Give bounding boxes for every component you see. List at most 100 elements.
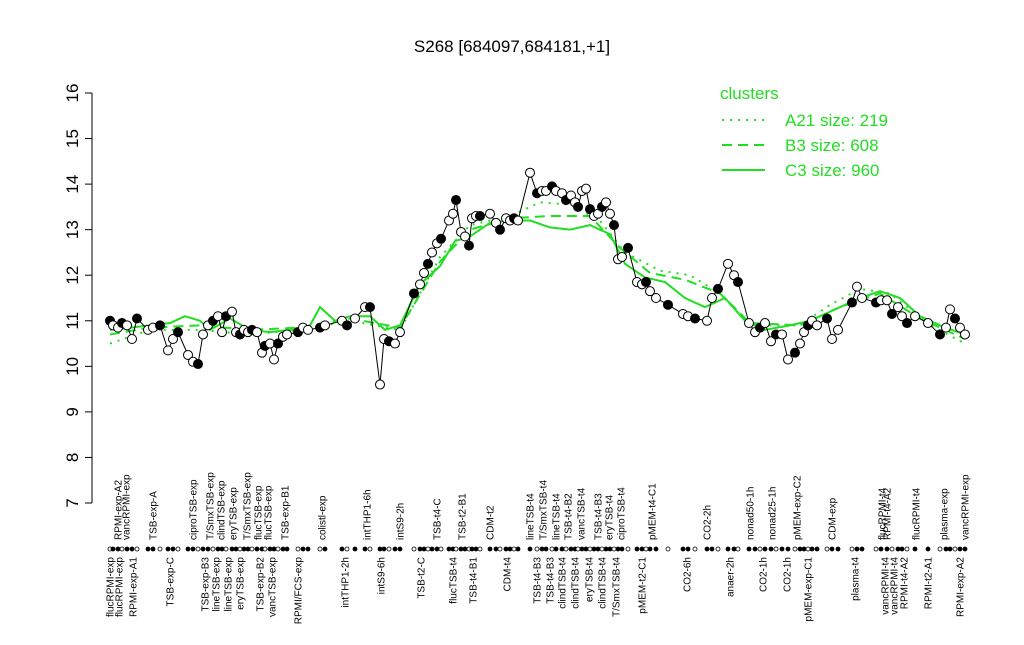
rug-dot bbox=[421, 546, 427, 552]
rug-dot bbox=[962, 546, 968, 552]
point bbox=[955, 322, 965, 333]
rug-dot bbox=[904, 546, 910, 552]
rug-dot bbox=[591, 546, 597, 552]
x-tick-label: vancRPMI-t4 bbox=[890, 557, 901, 615]
x-tick-label: TSB-t2-C bbox=[417, 557, 428, 599]
point bbox=[464, 240, 474, 251]
rug-dot bbox=[625, 546, 631, 552]
rug-dot bbox=[878, 546, 884, 552]
x-tick-label: eryTSB-t4 bbox=[605, 495, 616, 540]
point bbox=[451, 195, 461, 206]
rug-dot bbox=[386, 546, 392, 552]
rug-dot bbox=[493, 546, 499, 552]
rug-dot bbox=[305, 546, 311, 552]
point bbox=[350, 313, 360, 324]
rug-dot bbox=[599, 546, 605, 552]
x-tick-label: vancTSB-t4 bbox=[577, 487, 588, 540]
point bbox=[423, 258, 433, 269]
y-tick-label: 9 bbox=[63, 407, 82, 416]
rug-dot bbox=[634, 546, 640, 552]
rug-dot bbox=[746, 546, 752, 552]
point bbox=[777, 329, 787, 340]
x-tick-label: pMEM-exp-C1 bbox=[804, 557, 815, 622]
x-tick-label: clindTSB-t4 bbox=[558, 557, 569, 609]
rug-dot bbox=[295, 546, 301, 552]
x-tick-label: lineTSB-exp bbox=[212, 557, 223, 612]
x-tick-label: flucRPMI-t4 bbox=[912, 487, 923, 540]
point bbox=[132, 313, 142, 324]
rug-dot bbox=[381, 546, 387, 552]
y-tick-label: 8 bbox=[63, 453, 82, 462]
rug-dot bbox=[453, 546, 459, 552]
point bbox=[525, 167, 535, 178]
rug-dot bbox=[367, 546, 373, 552]
point bbox=[122, 320, 132, 331]
point bbox=[617, 252, 627, 262]
x-tick-label: RPMI-t4-A2 bbox=[900, 557, 911, 610]
point bbox=[645, 286, 655, 297]
rug-dot bbox=[271, 546, 277, 552]
rug-dot bbox=[773, 546, 779, 552]
x-tick-label: TSB-exp-A bbox=[149, 491, 160, 540]
rug-dot bbox=[157, 546, 163, 552]
x-tick-label: plasma-t4 bbox=[851, 557, 862, 601]
x-tick-label: pMEM-t4-C1 bbox=[648, 483, 659, 540]
x-tick-label: plasma-exp bbox=[940, 488, 951, 540]
rug-dot bbox=[792, 546, 798, 552]
rug-dot bbox=[411, 546, 417, 552]
point bbox=[897, 311, 907, 322]
rug-dot bbox=[469, 546, 475, 552]
rug-dot bbox=[175, 546, 181, 552]
legend-label: B3 size: 608 bbox=[785, 136, 879, 155]
point bbox=[733, 277, 743, 288]
rug-dot bbox=[110, 546, 116, 552]
point bbox=[409, 288, 419, 299]
x-tick-label: T/SmxTSB-exp bbox=[206, 472, 217, 540]
rug-dot bbox=[458, 546, 464, 552]
x-tick-label: TSB-exp-C bbox=[166, 557, 177, 606]
x-tick-label: flucRPMI-t4 bbox=[878, 487, 889, 540]
rug-dot bbox=[568, 546, 574, 552]
point bbox=[173, 327, 183, 338]
point bbox=[573, 201, 583, 212]
point bbox=[923, 318, 933, 329]
x-tick-label: ciproTSB-exp bbox=[189, 479, 200, 540]
point bbox=[663, 299, 673, 310]
x-tick-label: colistl-exp bbox=[318, 495, 329, 540]
point bbox=[795, 338, 805, 349]
rug-dot bbox=[752, 546, 758, 552]
point bbox=[460, 231, 470, 242]
x-tick-label: eryTSB-t4 bbox=[585, 557, 596, 602]
rug-dot bbox=[757, 546, 763, 552]
rug-dot bbox=[352, 546, 358, 552]
rug-dot bbox=[665, 546, 671, 552]
rug-dot bbox=[873, 546, 879, 552]
point bbox=[902, 318, 912, 329]
point bbox=[812, 320, 822, 331]
x-tick-label: nonad25-1h bbox=[768, 487, 779, 540]
x-tick-label: T/SmxTSB-exp bbox=[243, 472, 254, 540]
rug-dot bbox=[704, 546, 710, 552]
x-tick-label: flucRPMI-exp bbox=[106, 557, 117, 617]
rug-dot bbox=[170, 546, 176, 552]
rug-dot bbox=[895, 546, 901, 552]
x-tick-label: T/SmxTSB-t4 bbox=[539, 480, 550, 540]
rug-dot bbox=[119, 546, 125, 552]
rug-dot bbox=[849, 546, 855, 552]
rug-dot bbox=[595, 546, 601, 552]
rug-dot bbox=[884, 546, 890, 552]
point bbox=[857, 293, 867, 303]
rug-dot bbox=[912, 546, 918, 552]
point bbox=[882, 295, 892, 306]
point bbox=[485, 208, 495, 219]
x-tick-label: nonad50-1h bbox=[746, 487, 757, 540]
point bbox=[217, 327, 227, 338]
rug-dot bbox=[254, 546, 260, 552]
rug-dot bbox=[190, 546, 196, 552]
rug-dot bbox=[603, 546, 609, 552]
rug-dot bbox=[344, 546, 350, 552]
rug-dot bbox=[425, 546, 431, 552]
rug-dot bbox=[611, 546, 617, 552]
rug-dot bbox=[685, 546, 691, 552]
rug-dot bbox=[947, 546, 953, 552]
